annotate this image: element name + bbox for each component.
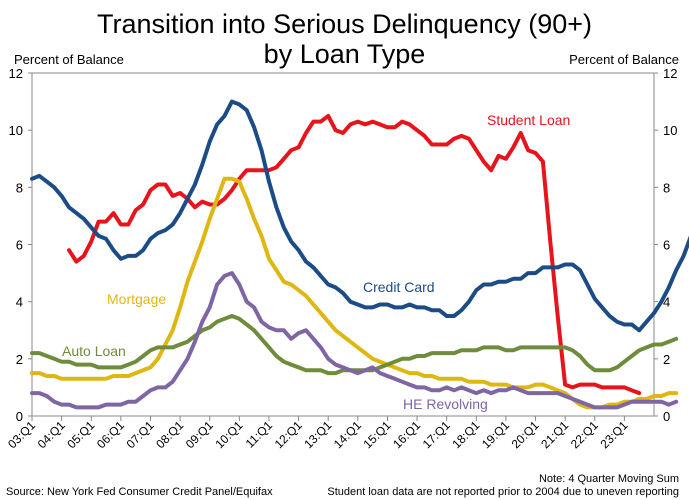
x-tick-label: 16:Q1 [390,418,423,451]
source-note: Source: New York Fed Consumer Credit Pan… [6,486,273,498]
right-y-tick-label: 6 [663,238,670,253]
left-y-tick-label: 8 [16,180,23,195]
right-y-tick-label: 4 [663,295,670,310]
right-y-tick-label: 8 [663,180,670,195]
x-tick-label: 08:Q1 [153,418,186,451]
chart-title-line1: Transition into Serious Delinquency (90+… [96,9,592,39]
series-line-credit-card [30,99,689,333]
moving-sum-note: Note: 4 Quarter Moving Sum [538,473,679,485]
x-tick-label: 13:Q1 [301,418,334,451]
x-tick-label: 04:Q1 [35,418,68,451]
right-y-tick-label: 12 [663,66,677,81]
series-line-student-loan [67,113,642,396]
left-y-tick-label: 0 [16,409,23,424]
x-tick-label: 21:Q1 [538,418,571,451]
left-y-tick-label: 6 [16,238,23,253]
x-tick-label: 20:Q1 [509,418,542,451]
student-loan-note: Student loan data are not reported prior… [327,486,679,498]
left-y-tick-label: 4 [16,295,23,310]
x-tick-label: 17:Q1 [420,418,453,451]
left-axis-title: Percent of Balance [14,52,124,67]
right-y-tick-label: 2 [663,352,670,367]
left-y-tick-label: 10 [9,123,23,138]
left-y-tick-label: 12 [9,66,23,81]
x-tick-label: 14:Q1 [331,418,364,451]
x-tick-label: 05:Q1 [64,418,97,451]
x-tick-label: 19:Q1 [479,418,512,451]
x-tick-label: 22:Q1 [568,418,601,451]
left-y-tick-label: 2 [16,352,23,367]
series-label-mortgage: Mortgage [107,291,166,307]
right-y-tick-label: 10 [663,123,677,138]
series-label-he-revolving: HE Revolving [403,396,488,412]
series-label-student-loan: Student Loan [487,112,570,128]
series-label-auto-loan: Auto Loan [62,343,126,359]
x-tick-label: 15:Q1 [361,418,394,451]
x-tick-label: 11:Q1 [243,418,276,451]
x-tick-label: 23:Q1 [597,418,630,451]
x-tick-label: 07:Q1 [124,418,157,451]
right-y-tick-label: 0 [663,409,670,424]
x-tick-label: 12:Q1 [272,418,305,451]
series-label-credit-card: Credit Card [363,279,435,295]
right-axis-title: Percent of Balance [569,52,679,67]
x-tick-label: 09:Q1 [183,418,216,451]
x-tick-label: 10:Q1 [212,418,245,451]
chart-title-line2: by Loan Type [263,39,426,69]
x-tick-label: 06:Q1 [94,418,127,451]
series-line-he-revolving [30,271,679,410]
x-tick-label: 18:Q1 [449,418,482,451]
